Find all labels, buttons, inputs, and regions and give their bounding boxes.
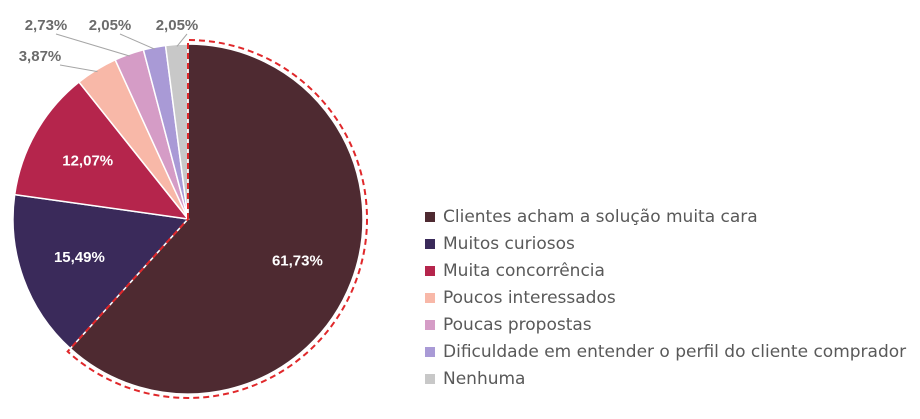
- legend-label: Clientes acham a solução muita cara: [443, 206, 758, 227]
- legend-item: Muitos curiosos: [425, 230, 906, 257]
- legend-label: Dificuldade em entender o perfil do clie…: [443, 341, 907, 362]
- legend-label: Muita concorrência: [443, 260, 605, 281]
- legend-swatch: [425, 211, 435, 222]
- legend-label: Poucas propostas: [443, 314, 592, 335]
- pie-slice: [12, 193, 190, 350]
- legend-item: Nenhuma: [425, 365, 906, 392]
- legend-item: Muita concorrência: [425, 257, 906, 284]
- data-labels: 61,73% 15,49% 12,07% 3,87% 2,73% 2,05% 2,05%: [19, 17, 323, 269]
- legend-label: Muitos curiosos: [443, 233, 575, 254]
- legend-item: Poucas propostas: [425, 311, 906, 338]
- legend-item: Dificuldade em entender o perfil do clie…: [425, 338, 906, 365]
- leader-line: [119, 33, 156, 50]
- slice-value-label: 2,05%: [89, 17, 132, 34]
- legend-swatch: [425, 373, 435, 384]
- leader-line: [59, 64, 98, 73]
- slice-value-label: 2,73%: [25, 17, 68, 34]
- slice-value-label: 3,87%: [19, 48, 62, 65]
- legend-item: Clientes acham a solução muita cara: [425, 203, 906, 230]
- legend-swatch: [425, 319, 435, 330]
- legend-label: Poucos interessados: [443, 287, 616, 308]
- legend-swatch: [425, 292, 435, 303]
- slice-value-label: 15,49%: [54, 249, 105, 266]
- label-leader-lines: [55, 33, 188, 73]
- legend-swatch: [425, 265, 435, 276]
- legend: Clientes acham a solução muita cara Muit…: [425, 203, 906, 392]
- legend-swatch: [425, 238, 435, 249]
- pie-slice: [69, 43, 364, 395]
- legend-item: Poucos interessados: [425, 284, 906, 311]
- legend-label: Nenhuma: [443, 368, 526, 389]
- leader-line: [176, 33, 188, 47]
- slice-value-label: 2,05%: [156, 17, 199, 34]
- leader-line: [55, 33, 130, 57]
- pie-slice: [13, 81, 190, 221]
- slice-value-label: 12,07%: [62, 153, 113, 170]
- highlight-outline: [66, 38, 368, 399]
- pie-slices: [12, 43, 364, 395]
- legend-swatch: [425, 346, 435, 357]
- slice-value-label: 61,73%: [272, 252, 323, 269]
